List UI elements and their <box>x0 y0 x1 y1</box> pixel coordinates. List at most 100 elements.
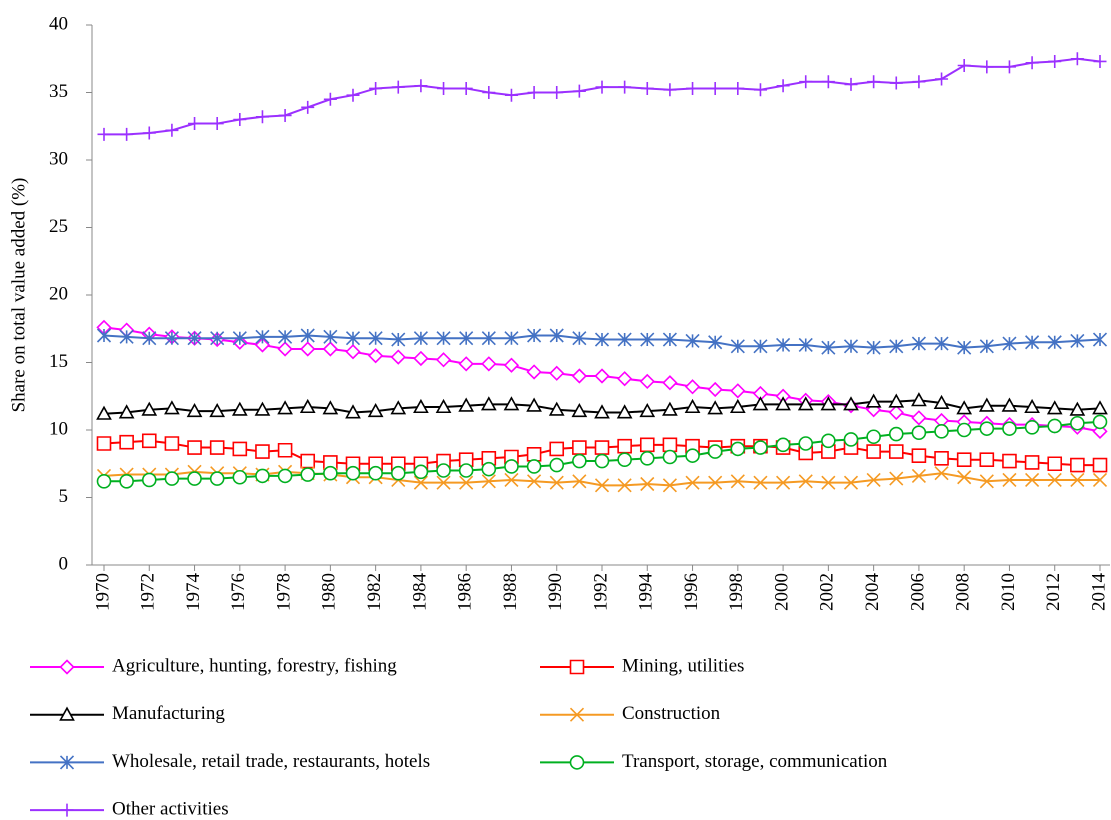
legend-marker <box>569 659 585 675</box>
data-point <box>458 463 474 478</box>
data-point <box>776 337 791 353</box>
data-point <box>550 86 564 99</box>
data-point <box>232 331 247 346</box>
data-point <box>142 126 156 140</box>
data-point <box>323 465 338 481</box>
data-point <box>277 442 293 458</box>
data-point <box>301 100 315 114</box>
x-tick-label: 2002 <box>817 573 838 611</box>
data-point <box>1024 398 1040 414</box>
x-tick-label: 2000 <box>771 573 792 611</box>
data-point <box>594 332 610 347</box>
data-point <box>255 110 269 124</box>
data-point <box>957 340 972 355</box>
data-point <box>120 127 134 141</box>
data-point <box>752 396 769 411</box>
x-tick-label: 1972 <box>138 573 159 611</box>
data-point <box>480 396 497 411</box>
data-point <box>707 381 723 398</box>
legend-marker <box>59 706 75 721</box>
data-point <box>866 340 881 355</box>
data-point <box>957 470 972 485</box>
data-point <box>979 474 994 489</box>
data-point <box>797 396 814 411</box>
data-point <box>1047 335 1062 350</box>
data-point <box>866 444 881 459</box>
x-tick-label: 1980 <box>319 573 340 611</box>
data-point <box>798 436 814 451</box>
data-point <box>119 473 134 489</box>
data-point <box>231 401 248 416</box>
data-point <box>549 365 565 381</box>
data-point <box>685 475 700 490</box>
legend-label: Wholesale, retail trade, restaurants, ho… <box>112 751 430 772</box>
data-point <box>346 88 360 102</box>
data-point <box>187 331 202 346</box>
series-line <box>104 57 1101 136</box>
data-point <box>277 341 293 357</box>
y-axis-label: Share on total value added (%) <box>8 178 29 413</box>
data-point <box>889 471 904 486</box>
y-tick-label: 35 <box>49 81 68 102</box>
x-tick-label: 1992 <box>590 573 611 611</box>
data-point <box>753 83 767 97</box>
data-point <box>934 336 949 351</box>
data-point <box>1092 332 1108 347</box>
data-point <box>1092 414 1108 430</box>
data-point <box>186 402 203 418</box>
data-point <box>594 404 610 419</box>
data-point <box>594 368 610 384</box>
data-point <box>798 337 813 353</box>
data-point <box>1002 421 1017 436</box>
data-point <box>504 88 518 102</box>
data-point <box>436 463 451 478</box>
y-tick-label: 10 <box>49 418 68 439</box>
legend-label: Manufacturing <box>112 703 225 724</box>
data-point <box>889 76 903 90</box>
data-point <box>572 440 587 455</box>
data-point <box>255 468 270 484</box>
data-point <box>436 475 451 490</box>
data-point <box>1024 455 1040 470</box>
data-point <box>97 127 111 141</box>
data-point <box>618 80 632 94</box>
data-point <box>549 328 564 343</box>
data-point <box>662 401 678 416</box>
data-point <box>867 75 881 89</box>
data-point <box>368 348 384 364</box>
data-point <box>662 375 678 391</box>
data-point <box>209 471 225 486</box>
data-point <box>595 80 609 94</box>
data-point <box>96 328 112 343</box>
data-point <box>684 379 701 395</box>
data-point <box>866 429 881 445</box>
data-point <box>639 402 656 418</box>
data-point <box>911 392 927 407</box>
data-point <box>980 60 994 74</box>
data-point <box>708 81 722 95</box>
data-point <box>390 400 407 415</box>
data-point <box>367 402 384 418</box>
data-point <box>1024 419 1040 435</box>
data-point <box>413 331 428 346</box>
x-tick-label: 1976 <box>228 573 249 611</box>
data-point <box>345 465 361 481</box>
data-point <box>233 113 247 126</box>
data-point <box>323 329 338 344</box>
data-point <box>481 474 496 489</box>
data-point <box>707 400 724 415</box>
data-point <box>254 337 271 353</box>
data-point <box>141 472 157 488</box>
data-point <box>594 478 610 493</box>
legend-label: Other activities <box>112 798 229 819</box>
data-point <box>572 331 587 346</box>
data-point <box>436 331 451 346</box>
data-point <box>458 356 474 372</box>
data-point <box>662 437 678 453</box>
x-tick-label: 1982 <box>364 573 385 611</box>
data-point <box>933 394 950 409</box>
data-point <box>209 440 225 455</box>
data-point <box>639 373 655 390</box>
data-point <box>934 424 949 439</box>
